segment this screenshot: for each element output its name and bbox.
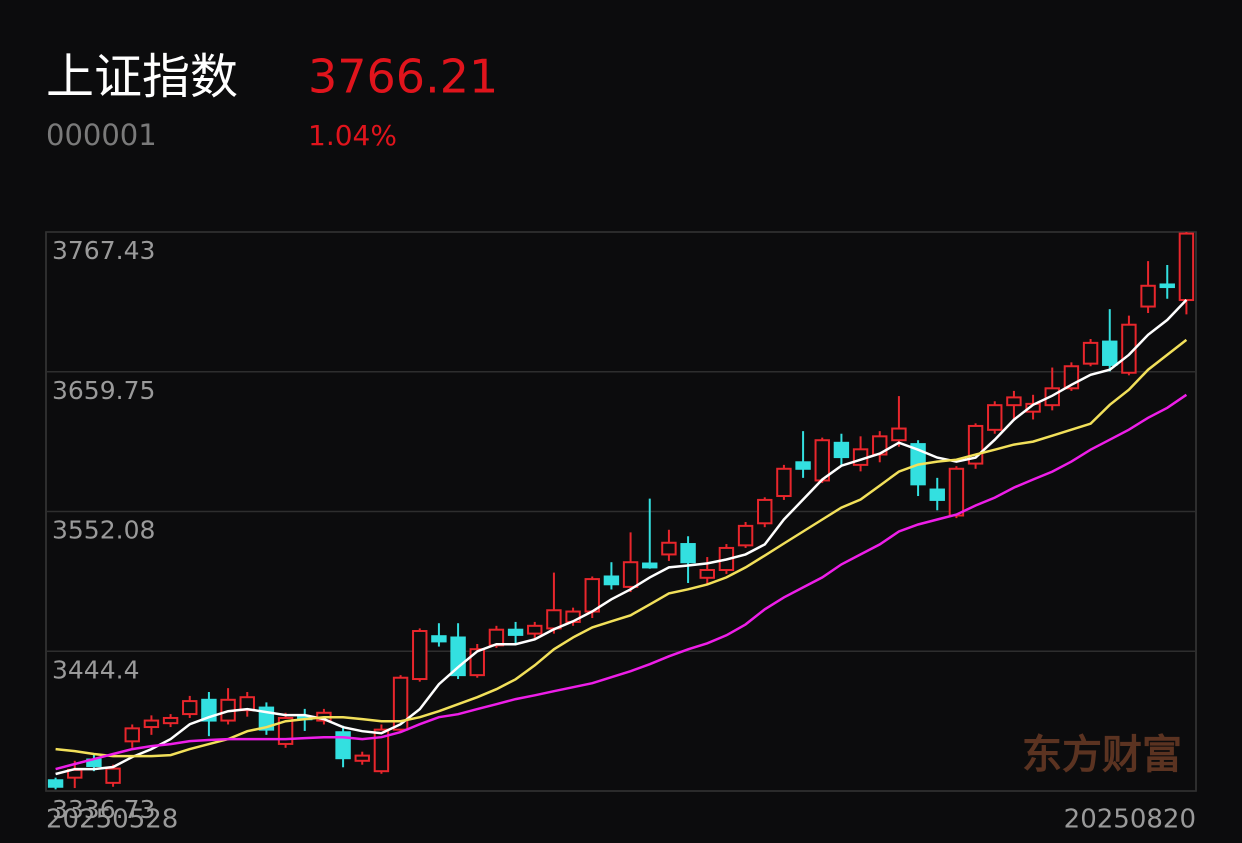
- moving-average-line: [55, 299, 1188, 776]
- x-tick-label: 20250528: [46, 805, 178, 835]
- candle-body: [527, 624, 543, 635]
- y-tick-label: 3444.4: [52, 655, 139, 684]
- candle-body: [450, 636, 466, 677]
- index-price: 3766.21: [308, 50, 498, 104]
- y-tick-label: 3767.43: [52, 236, 155, 265]
- x-tick-label: 20250820: [1064, 805, 1196, 835]
- index-change: 1.04%: [308, 119, 397, 152]
- watermark: 东方财富: [1022, 732, 1182, 778]
- candle-body: [1102, 340, 1118, 366]
- candle-body: [105, 767, 121, 784]
- index-name: 上证指数: [46, 49, 238, 105]
- candle-body: [546, 609, 562, 630]
- candle-body: [929, 488, 945, 501]
- candle-body: [412, 630, 428, 681]
- candle-body: [354, 754, 370, 762]
- candle-body: [392, 676, 409, 731]
- candle-body: [277, 716, 294, 745]
- index-code: 000001: [46, 118, 157, 152]
- candle-body: [757, 498, 773, 525]
- candle-body: [373, 728, 390, 773]
- y-tick-label: 3336.73: [52, 795, 155, 824]
- candle-body: [795, 461, 811, 470]
- candle-body: [1082, 341, 1099, 365]
- candle-body: [182, 700, 198, 716]
- candle-body: [1159, 283, 1175, 289]
- y-tick-label: 3552.08: [52, 516, 155, 545]
- moving-average-line: [55, 338, 1188, 758]
- candle-body: [162, 716, 179, 725]
- candle-body: [584, 578, 600, 613]
- candle-body: [507, 628, 524, 636]
- candle-body: [680, 543, 696, 564]
- candle-body: [776, 467, 792, 498]
- candle-body: [987, 404, 1003, 431]
- candle-body: [143, 719, 160, 729]
- candle-body: [622, 561, 639, 588]
- candle-body: [431, 635, 447, 643]
- candle-body: [47, 779, 64, 788]
- moving-average-line: [55, 393, 1188, 771]
- candle-body: [891, 427, 907, 442]
- candle-body: [699, 569, 715, 579]
- candle-body: [661, 541, 677, 556]
- candle-body: [814, 439, 830, 482]
- candle-body: [833, 441, 850, 459]
- candle-body: [737, 524, 754, 547]
- candle-body: [948, 467, 965, 517]
- candle-body: [469, 648, 485, 677]
- candle-body: [603, 575, 620, 586]
- y-tick-label: 3659.75: [52, 376, 155, 405]
- candle-body: [1140, 284, 1156, 308]
- candle-body: [1178, 232, 1195, 302]
- candle-body: [1006, 396, 1022, 407]
- candle-body: [642, 562, 658, 569]
- candle-body: [124, 727, 140, 743]
